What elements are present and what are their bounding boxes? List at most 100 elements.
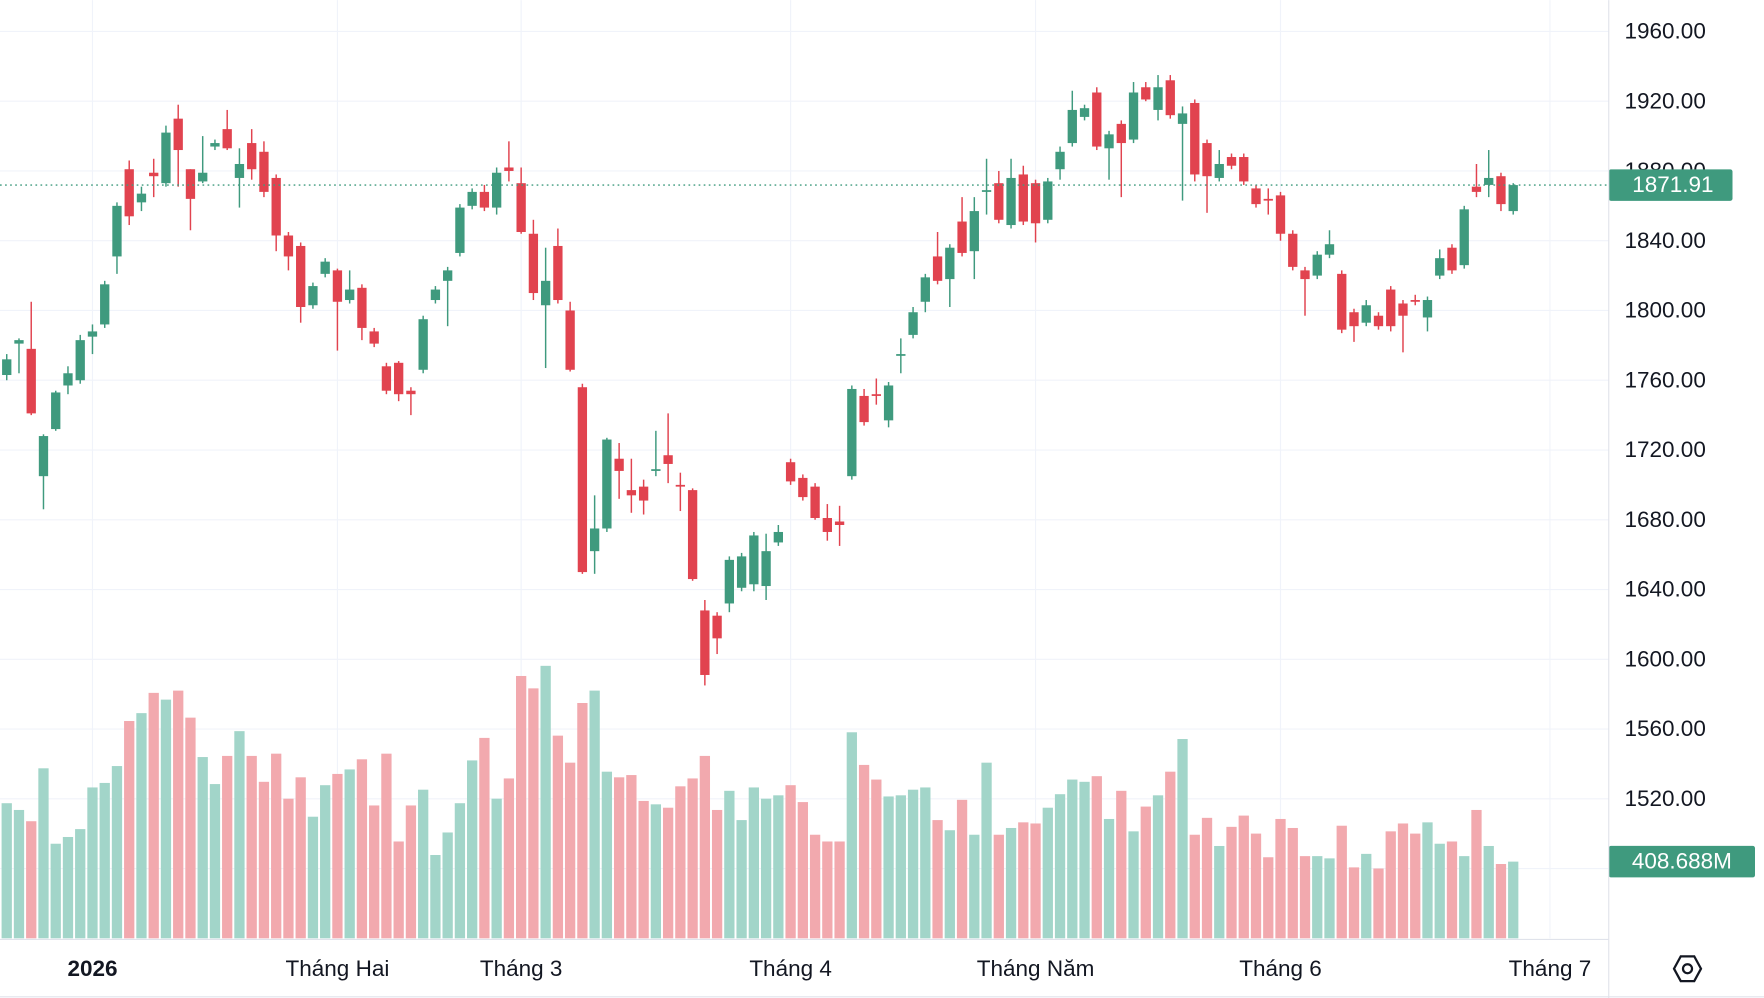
volume-bar xyxy=(1361,853,1372,939)
candle-body xyxy=(553,245,563,301)
volume-bar xyxy=(748,787,759,939)
candle-body xyxy=(1373,315,1384,327)
volume-bar xyxy=(662,807,674,939)
candle-body xyxy=(810,486,820,519)
settings-dot[interactable] xyxy=(1681,963,1694,975)
candle-body xyxy=(981,190,992,192)
candle-body xyxy=(1337,273,1347,330)
x-tick-label: Tháng 7 xyxy=(1509,956,1592,981)
candle-body xyxy=(1398,303,1408,316)
candle-body xyxy=(1018,174,1028,222)
candle-body xyxy=(271,177,281,236)
candle-body xyxy=(63,373,73,386)
volume-bar xyxy=(956,799,968,939)
volume-bar xyxy=(405,805,417,939)
candle-body xyxy=(1226,157,1237,166)
volume-bar xyxy=(197,757,208,939)
volume-bar xyxy=(418,789,429,939)
candle-body xyxy=(112,205,122,257)
candle-body xyxy=(136,193,147,203)
candle-body xyxy=(332,270,343,302)
volume-bar xyxy=(846,732,857,939)
volume-bar xyxy=(38,768,49,939)
candle-body xyxy=(969,211,979,252)
candle-body xyxy=(38,436,49,477)
x-tick-label: Tháng 3 xyxy=(480,956,563,981)
candle-body xyxy=(920,277,930,302)
candles xyxy=(2,75,1518,686)
volume-bar xyxy=(209,784,221,939)
volume-bar xyxy=(699,755,711,939)
volume-bar xyxy=(1508,861,1519,939)
volume-bar xyxy=(1238,815,1249,939)
candle-body xyxy=(908,312,918,335)
candle-body xyxy=(443,270,453,281)
candle-body xyxy=(1435,258,1445,276)
candle-body xyxy=(1092,92,1102,147)
volume-bar xyxy=(858,764,870,939)
candle-body xyxy=(1288,233,1298,267)
candle-body xyxy=(161,132,171,184)
candle-body xyxy=(761,551,771,587)
candle-body xyxy=(687,490,698,580)
y-tick-label: 1560.00 xyxy=(1625,716,1706,741)
candle-body xyxy=(345,289,355,301)
volume-bar xyxy=(1250,833,1262,939)
candle-body xyxy=(1104,134,1114,149)
candle-body xyxy=(749,535,759,585)
volume-bar xyxy=(26,821,37,939)
volume-bar xyxy=(1385,831,1396,939)
candle-body xyxy=(14,340,24,344)
volume-bar xyxy=(1397,823,1409,939)
volume-bar xyxy=(1422,822,1433,939)
volume-bar xyxy=(1324,858,1335,939)
volume-bar xyxy=(981,762,992,939)
volume-bar xyxy=(1373,868,1384,939)
candle-body xyxy=(1239,157,1249,182)
candle-body xyxy=(1496,176,1506,205)
volume-bar xyxy=(760,798,772,939)
volume-bar xyxy=(491,798,502,939)
volume-bar xyxy=(1434,843,1445,939)
candle-body xyxy=(1055,151,1065,170)
volume-bar xyxy=(234,731,245,939)
volume-bar xyxy=(1263,857,1274,939)
candle-body xyxy=(1312,254,1322,276)
volume-bar xyxy=(687,778,698,939)
candle-body xyxy=(1190,102,1200,175)
y-tick-label: 1640.00 xyxy=(1625,577,1706,602)
candle-body xyxy=(957,221,967,253)
volume-bar xyxy=(871,779,882,939)
settings-hex[interactable] xyxy=(1672,955,1703,983)
candle-body xyxy=(736,556,747,588)
volume-bar xyxy=(785,785,796,939)
volume-bar xyxy=(1189,834,1200,939)
volume-bar xyxy=(552,735,564,939)
candle-body xyxy=(994,183,1004,220)
volume-bar xyxy=(320,785,331,939)
settings-icon[interactable] xyxy=(1672,955,1703,983)
candle-body xyxy=(198,172,208,182)
volume-bar xyxy=(1079,781,1090,939)
candle-body xyxy=(847,388,857,477)
candle-body xyxy=(1116,123,1126,144)
candle-body xyxy=(1251,188,1261,205)
candle-body xyxy=(896,354,906,356)
volume-bar xyxy=(809,834,821,939)
volume-bar xyxy=(1091,776,1102,939)
volume-bar xyxy=(503,778,515,939)
candle-body xyxy=(859,395,869,423)
volume-bar xyxy=(479,737,490,939)
candle-body xyxy=(565,310,575,370)
y-tick-label: 1800.00 xyxy=(1625,298,1706,323)
volume-bar xyxy=(1226,826,1237,939)
candle-body xyxy=(528,233,539,294)
volume-bar xyxy=(454,803,466,939)
candle-body xyxy=(1177,113,1188,124)
candle-body xyxy=(75,340,85,381)
candle-body xyxy=(149,172,159,177)
volume-bar xyxy=(1054,794,1066,939)
volume-bar xyxy=(540,665,551,939)
